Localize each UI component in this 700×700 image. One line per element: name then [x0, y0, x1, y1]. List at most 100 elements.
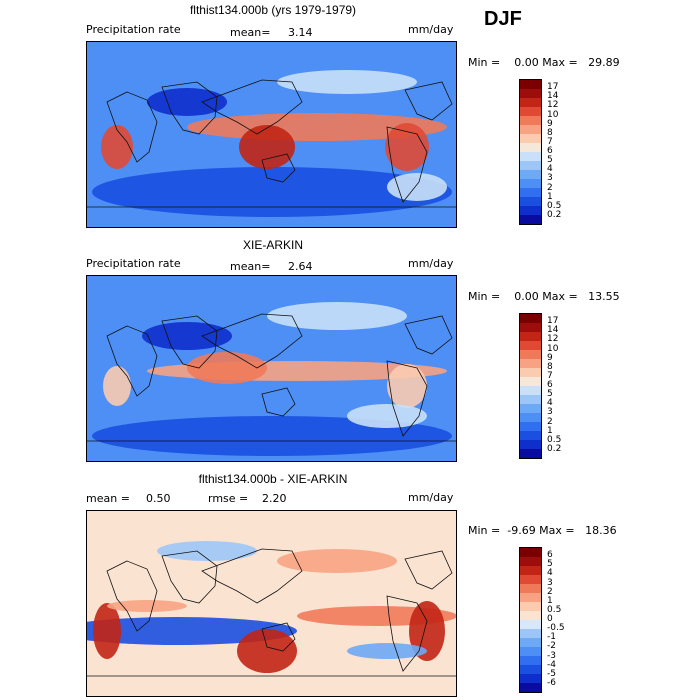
colorbar-tick-label: 0 — [547, 614, 553, 624]
colorbar-tick-label: 1 — [547, 595, 553, 606]
colorbar-tick-label: 8 — [547, 127, 553, 138]
colorbar-swatch — [520, 314, 541, 323]
colorbar-swatch — [520, 89, 541, 98]
colorbar-tick-label: 0.2 — [547, 443, 562, 454]
colorbar-swatch — [520, 206, 541, 215]
colorbar-tick-label: 14 — [547, 325, 559, 336]
colorbar-tick-label: 2 — [547, 586, 553, 597]
colorbar-swatch — [520, 431, 541, 440]
mean-value: 3.14 — [288, 26, 313, 39]
colorbar-swatch — [520, 674, 541, 683]
colorbar-tick-label: -1 — [547, 632, 556, 643]
colorbar-swatch — [520, 80, 541, 89]
colorbar-swatch — [520, 161, 541, 170]
colorbar-tick-label: 1 — [547, 425, 553, 436]
mean-label: mean= — [230, 260, 271, 273]
difference-map — [86, 510, 457, 697]
colorbar-swatch — [520, 350, 541, 359]
colorbar-swatch — [520, 332, 541, 341]
colorbar-tick-label: 5 — [547, 389, 553, 400]
colorbar-tick-label: 6 — [547, 380, 553, 390]
colorbar — [519, 547, 542, 693]
colorbar-tick-label: 4 — [547, 164, 553, 175]
colorbar — [519, 313, 542, 459]
colorbar-tick-label: 1 — [547, 191, 553, 202]
colorbar-tick-label: 9 — [547, 118, 553, 129]
colorbar-tick-label: 17 — [547, 82, 559, 93]
colorbar-tick-label: 3 — [547, 407, 553, 418]
colorbar-swatch — [520, 449, 541, 458]
panel-title: flthist134.000b (yrs 1979-1979) — [189, 3, 357, 17]
colorbar-swatch — [520, 395, 541, 404]
mean-label: mean = — [86, 492, 130, 505]
colorbar-tick-label: 14 — [547, 91, 559, 102]
colorbar-tick-label: 3 — [547, 577, 553, 588]
colorbar-swatch — [520, 341, 541, 350]
colorbar-tick-label: 17 — [547, 316, 559, 327]
colorbar-swatch — [520, 548, 541, 557]
precipitation-map — [86, 275, 457, 462]
colorbar-swatch — [520, 557, 541, 566]
colorbar-tick-label: 5 — [547, 155, 553, 166]
min-max-text: Min = 0.00 Max = 13.55 — [468, 290, 620, 303]
units-label: mm/day — [408, 491, 454, 504]
colorbar-tick-label: -0.5 — [547, 623, 565, 634]
colorbar-tick-label: 2 — [547, 416, 553, 427]
colorbar-tick-label: -2 — [547, 641, 556, 652]
colorbar-swatch — [520, 440, 541, 449]
min-max-text: Min = 0.00 Max = 29.89 — [468, 56, 620, 69]
min-max-text: Min = -9.69 Max = 18.36 — [468, 524, 617, 537]
colorbar-swatch — [520, 602, 541, 611]
colorbar-tick-label: 0.2 — [547, 209, 562, 220]
colorbar-tick-label: 2 — [547, 182, 553, 193]
variable-label: Precipitation rate — [86, 23, 181, 36]
colorbar-tick-label: 12 — [547, 334, 559, 345]
colorbar-swatch — [520, 575, 541, 584]
units-label: mm/day — [408, 257, 454, 270]
colorbar-swatch — [520, 215, 541, 224]
colorbar-swatch — [520, 656, 541, 665]
colorbar-swatch — [520, 620, 541, 629]
colorbar-swatch — [520, 647, 541, 656]
colorbar-swatch — [520, 413, 541, 422]
colorbar-swatch — [520, 404, 541, 413]
colorbar-swatch — [520, 566, 541, 575]
colorbar-swatch — [520, 638, 541, 647]
colorbar-swatch — [520, 377, 541, 386]
colorbar-swatch — [520, 629, 541, 638]
colorbar-tick-label: 0.5 — [547, 604, 562, 615]
colorbar-tick-label: -4 — [547, 659, 556, 670]
colorbar-tick-label: 7 — [547, 136, 553, 147]
colorbar-swatch — [520, 665, 541, 674]
colorbar-tick-label: 5 — [547, 559, 553, 570]
colorbar-tick-label: -6 — [547, 677, 556, 688]
colorbar-tick-label: -3 — [547, 650, 556, 661]
precipitation-map — [86, 41, 457, 228]
panel-title: flthist134.000b - XIE-ARKIN — [198, 472, 348, 486]
colorbar-tick-label: 10 — [547, 109, 559, 120]
mean-label: mean= — [230, 26, 271, 39]
colorbar-swatch — [520, 368, 541, 377]
panel-title: XIE-ARKIN — [242, 238, 303, 252]
colorbar — [519, 79, 542, 225]
colorbar-swatch — [520, 593, 541, 602]
colorbar-swatch — [520, 188, 541, 197]
colorbar-swatch — [520, 584, 541, 593]
rmse-label: rmse = — [208, 492, 249, 505]
colorbar-swatch — [520, 152, 541, 161]
colorbar-tick-label: 9 — [547, 352, 553, 363]
rmse-value: 2.20 — [262, 492, 287, 505]
colorbar-swatch — [520, 143, 541, 152]
colorbar-swatch — [520, 683, 541, 692]
colorbar-swatch — [520, 179, 541, 188]
colorbar-tick-label: 10 — [547, 343, 559, 354]
colorbar-tick-label: 6 — [547, 550, 553, 561]
colorbar-tick-label: 4 — [547, 568, 553, 579]
colorbar-swatch — [520, 98, 541, 107]
season-label: DJF — [484, 8, 522, 30]
colorbar-swatch — [520, 359, 541, 368]
variable-label: Precipitation rate — [86, 257, 181, 270]
mean-value: 2.64 — [288, 260, 313, 273]
colorbar-swatch — [520, 611, 541, 620]
colorbar-tick-label: 12 — [547, 100, 559, 111]
